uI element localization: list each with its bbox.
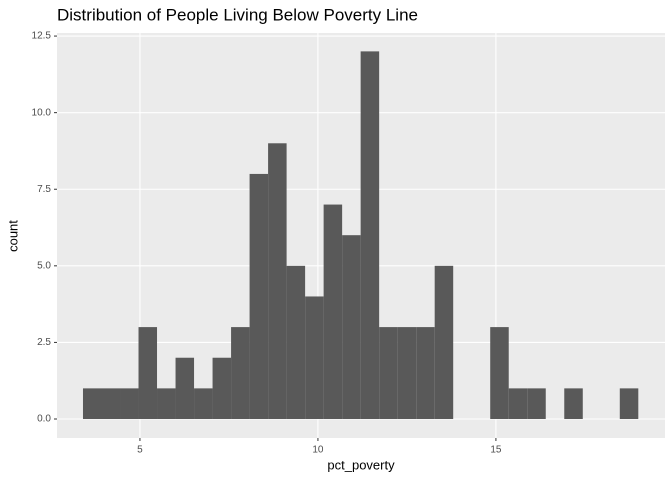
- bar: [175, 357, 195, 420]
- bar: [342, 235, 361, 420]
- bar: [194, 388, 213, 420]
- bar: [508, 388, 528, 420]
- x-tick-label: 10: [312, 445, 324, 456]
- bar: [323, 204, 343, 420]
- bar: [434, 265, 454, 420]
- bar: [286, 265, 306, 420]
- x-axis-title: pct_poverty: [327, 457, 395, 472]
- bar: [231, 327, 250, 420]
- y-tick-label: 12.5: [32, 31, 52, 42]
- y-axis-title: count: [5, 220, 20, 252]
- bar: [101, 388, 121, 420]
- bar: [527, 388, 546, 420]
- y-tick-label: 0.0: [37, 414, 51, 425]
- bar: [305, 296, 324, 420]
- y-tick-label: 5.0: [37, 260, 51, 271]
- y-tick-label: 10.0: [32, 107, 52, 118]
- y-tick-label: 7.5: [37, 184, 51, 195]
- y-tick-label: 2.5: [37, 337, 51, 348]
- chart-title: Distribution of People Living Below Pove…: [57, 5, 418, 24]
- bar: [212, 357, 232, 420]
- bar: [138, 327, 158, 420]
- bar: [416, 327, 435, 420]
- x-tick-label: 15: [490, 445, 502, 456]
- bar: [249, 173, 269, 420]
- bar: [157, 388, 176, 420]
- bar: [120, 388, 139, 420]
- x-tick-label: 5: [137, 445, 143, 456]
- bar: [619, 388, 639, 420]
- bar: [360, 51, 380, 420]
- bar: [490, 327, 509, 420]
- bar: [82, 388, 102, 420]
- bar: [379, 327, 398, 420]
- bar: [397, 327, 417, 420]
- bar: [268, 143, 287, 420]
- bar: [564, 388, 583, 420]
